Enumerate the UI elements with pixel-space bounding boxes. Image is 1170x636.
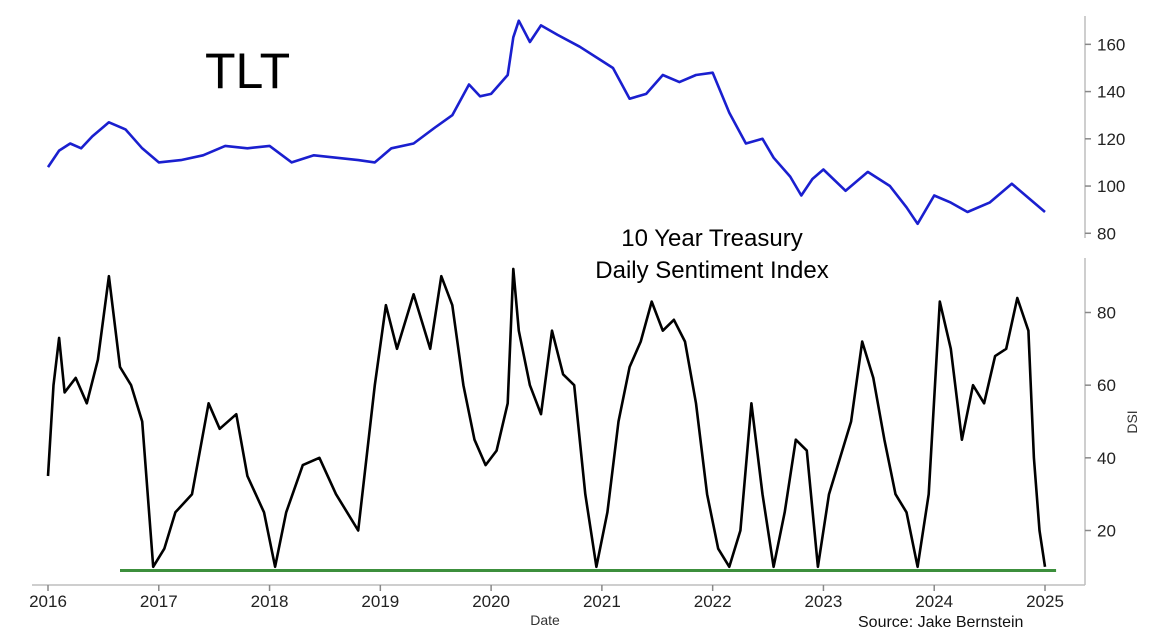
tlt-y-tick-label: 100	[1097, 177, 1125, 196]
tlt-y-tick-label: 120	[1097, 130, 1125, 149]
tlt-y-tick-label: 140	[1097, 83, 1125, 102]
tlt-price-line	[46, 19, 1046, 226]
tlt-y-tick-label: 160	[1097, 35, 1125, 54]
x-tick-label: 2021	[583, 592, 621, 611]
dsi-subtitle: Daily Sentiment Index	[595, 257, 828, 284]
x-tick-label: 2016	[29, 592, 67, 611]
x-tick-label: 2024	[915, 592, 953, 611]
x-tick-label: 2022	[694, 592, 732, 611]
x-ticks: 2016 2017 2018 2019 2020 2021 2022 2023 2024 2025	[29, 585, 1064, 611]
x-tick-label: 2017	[140, 592, 178, 611]
dsi-y-tick-label: 80	[1097, 304, 1116, 323]
tlt-panel: 80 100 120 140 160 TLT	[46, 16, 1125, 243]
tlt-y-tick-label: 80	[1097, 224, 1116, 243]
source-credit: Source: Jake Bernstein	[858, 614, 1023, 631]
dsi-y-tick-label: 20	[1097, 522, 1116, 541]
dsi-y-tick-label: 60	[1097, 376, 1116, 395]
tlt-y-ticks: 80 100 120 140 160	[1085, 35, 1125, 243]
dsi-title: 10 Year Treasury	[621, 225, 802, 252]
x-tick-label: 2019	[361, 592, 399, 611]
tlt-title: TLT	[205, 43, 290, 99]
x-tick-label: 2018	[251, 592, 289, 611]
dsi-y-ticks: 20 40 60 80	[1085, 304, 1116, 541]
dsi-y-axis-label: DSI	[1124, 410, 1140, 433]
x-tick-label: 2020	[472, 592, 510, 611]
dsi-panel: 20 40 60 80 2016 2017 2018 2019 2020 2021 2022 202…	[29, 225, 1140, 628]
x-axis-label: Date	[530, 612, 560, 628]
x-tick-label: 2025	[1026, 592, 1064, 611]
x-tick-label: 2023	[805, 592, 843, 611]
dsi-y-tick-label: 40	[1097, 449, 1116, 468]
dsi-line	[46, 267, 1047, 569]
